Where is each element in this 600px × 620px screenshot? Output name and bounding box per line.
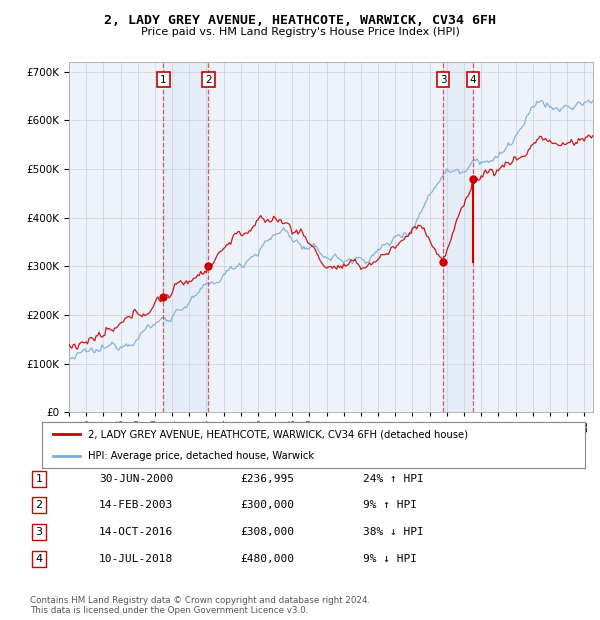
Bar [163, 62, 208, 412]
Text: 14-OCT-2016: 14-OCT-2016 [99, 527, 173, 537]
Text: 14-FEB-2003: 14-FEB-2003 [99, 500, 173, 510]
Text: Contains HM Land Registry data © Crown copyright and database right 2024.
This d: Contains HM Land Registry data © Crown c… [30, 596, 370, 615]
Text: 2, LADY GREY AVENUE, HEATHCOTE, WARWICK, CV34 6FH (detached house): 2, LADY GREY AVENUE, HEATHCOTE, WARWICK,… [88, 429, 468, 439]
Bar [443, 62, 473, 412]
Text: 2: 2 [205, 74, 212, 84]
Text: 9% ↑ HPI: 9% ↑ HPI [363, 500, 417, 510]
Text: 3: 3 [440, 74, 446, 84]
Text: 24% ↑ HPI: 24% ↑ HPI [363, 474, 424, 484]
Text: 3: 3 [35, 527, 43, 537]
Text: HPI: Average price, detached house, Warwick: HPI: Average price, detached house, Warw… [88, 451, 314, 461]
Text: 4: 4 [470, 74, 476, 84]
Text: Price paid vs. HM Land Registry's House Price Index (HPI): Price paid vs. HM Land Registry's House … [140, 27, 460, 37]
Text: 2, LADY GREY AVENUE, HEATHCOTE, WARWICK, CV34 6FH: 2, LADY GREY AVENUE, HEATHCOTE, WARWICK,… [104, 14, 496, 27]
Text: 4: 4 [35, 554, 43, 564]
Text: 30-JUN-2000: 30-JUN-2000 [99, 474, 173, 484]
Text: £308,000: £308,000 [240, 527, 294, 537]
Text: 38% ↓ HPI: 38% ↓ HPI [363, 527, 424, 537]
Text: £300,000: £300,000 [240, 500, 294, 510]
Text: 2: 2 [35, 500, 43, 510]
Text: 1: 1 [35, 474, 43, 484]
Text: 10-JUL-2018: 10-JUL-2018 [99, 554, 173, 564]
Text: 9% ↓ HPI: 9% ↓ HPI [363, 554, 417, 564]
Text: £236,995: £236,995 [240, 474, 294, 484]
Text: 1: 1 [160, 74, 167, 84]
Text: £480,000: £480,000 [240, 554, 294, 564]
